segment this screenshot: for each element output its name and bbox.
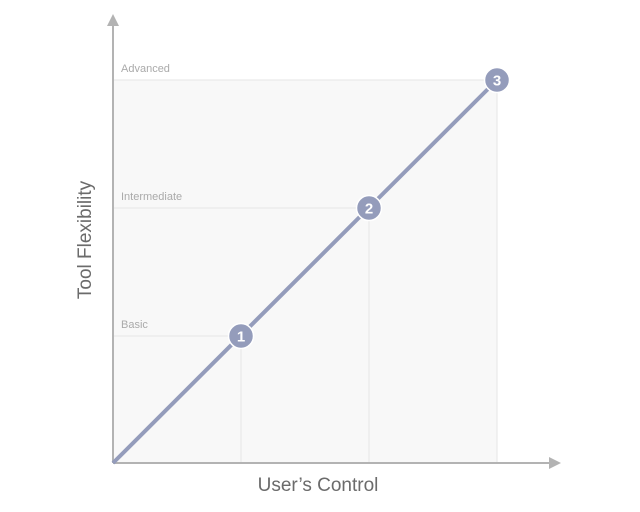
step-marker-3: 3 [483, 66, 511, 94]
step-marker-2: 2 [355, 194, 383, 222]
progression-line [111, 78, 499, 465]
level-label-advanced: Advanced [121, 63, 170, 75]
y-axis-title: Tool Flexibility [75, 180, 96, 299]
step-number: 3 [493, 73, 501, 90]
step-marker-1: 1 [227, 322, 255, 350]
level-label-intermediate: Intermediate [121, 191, 182, 203]
x-axis-title: User’s Control [258, 475, 379, 496]
y-axis-arrow-icon [107, 14, 119, 26]
level-label-basic: Basic [121, 319, 148, 331]
step-number: 2 [365, 201, 373, 218]
step-number: 1 [237, 329, 245, 346]
gridlines [113, 79, 498, 463]
x-axis-arrow-icon [549, 457, 561, 469]
